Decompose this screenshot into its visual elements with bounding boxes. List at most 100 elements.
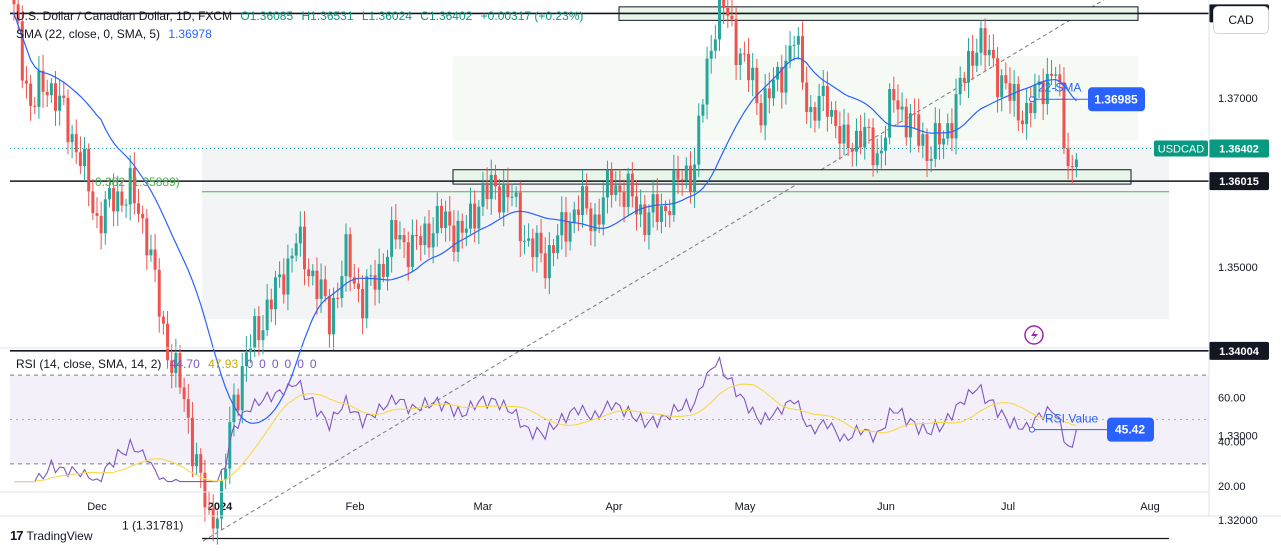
symbol-badge — [1154, 140, 1208, 157]
candle-body — [610, 170, 614, 195]
tradingview-logo[interactable]: 17 TradingView — [10, 528, 93, 543]
candle-body — [506, 183, 510, 198]
candle-body — [809, 107, 813, 113]
candle-body — [647, 212, 651, 236]
candle-body — [996, 58, 1000, 98]
candle-body — [1050, 73, 1053, 76]
candle-body — [195, 454, 199, 467]
candle-body — [896, 100, 900, 110]
sma-callout-dot — [1029, 96, 1035, 103]
support-zone[interactable] — [452, 169, 1132, 185]
candle-body — [1008, 83, 1012, 101]
candle-body — [394, 220, 398, 240]
candle-body — [568, 222, 572, 242]
sma-value: 1.36978 — [168, 27, 212, 41]
candle-body — [87, 148, 91, 192]
rsi-extra-1: 0 — [259, 357, 266, 371]
candle-body — [626, 173, 630, 207]
candle-body — [585, 186, 589, 209]
candle-body — [431, 233, 435, 248]
candle-body — [859, 130, 863, 148]
symbol-legend[interactable]: U.S. Dollar / Canadian Dollar, 1D, FXCM … — [16, 9, 588, 23]
candle-body — [423, 223, 427, 246]
time-tick-label-8: Aug — [1140, 501, 1160, 513]
candle-body — [697, 115, 701, 165]
candle-body — [1054, 74, 1058, 76]
candle-body — [535, 232, 539, 258]
candle-body — [311, 270, 315, 277]
candle-body — [477, 206, 481, 229]
candle-body — [481, 182, 485, 207]
candle-body — [498, 186, 502, 213]
candle-body — [406, 242, 410, 267]
candle-body — [269, 299, 273, 310]
candle-body — [373, 275, 377, 290]
sma-legend[interactable]: SMA (22, close, 0, SMA, 5) 1.36978 — [16, 27, 217, 41]
candle-body — [220, 480, 223, 519]
level-axis-badge-2 — [1209, 341, 1269, 360]
candle-body — [166, 323, 170, 361]
candle-body — [161, 316, 165, 324]
rsi-callout-box[interactable] — [1107, 417, 1154, 442]
candle-body — [572, 209, 576, 223]
time-tick-label-5: May — [735, 501, 756, 513]
candle-body — [178, 352, 182, 388]
time-tick-label-2: Feb — [346, 501, 365, 513]
candle-body — [78, 152, 82, 167]
sma-callout-label: 22-SMA — [1038, 80, 1081, 94]
candle-body — [369, 275, 373, 277]
sma-callout-box[interactable] — [1088, 87, 1145, 112]
candle-body — [1016, 83, 1020, 121]
rsi-legend[interactable]: RSI (14, close, SMA, 14, 2) 44.70 47.93 … — [16, 357, 322, 371]
candle-body — [415, 234, 419, 237]
candle-body — [792, 44, 796, 46]
candle-body — [207, 507, 211, 509]
candle-body — [236, 394, 240, 411]
rsi-tick-label-3: 20.00 — [1218, 481, 1246, 493]
candle-body — [688, 165, 692, 192]
current-price-badge — [1209, 139, 1269, 158]
candle-body — [489, 174, 493, 200]
candle-body — [54, 83, 57, 111]
candle-body — [817, 95, 821, 121]
candle-body — [190, 417, 194, 467]
candle-body — [581, 186, 585, 215]
candle-body — [630, 173, 634, 197]
candle-body — [813, 107, 817, 121]
candle-body — [884, 137, 887, 151]
candle-body — [850, 148, 854, 152]
candle-body — [514, 192, 518, 197]
time-tick-label-7: Jul — [1001, 501, 1015, 513]
candle-body — [991, 49, 995, 59]
candle-body — [680, 179, 684, 181]
candle-body — [1041, 81, 1045, 105]
lightning-icon[interactable] — [1024, 325, 1044, 345]
candle-body — [560, 212, 564, 236]
candle-body — [344, 234, 348, 277]
candle-body — [348, 234, 352, 278]
candle-body — [452, 225, 456, 252]
candle-body — [435, 205, 439, 234]
candle-body — [622, 192, 626, 207]
candle-body — [203, 472, 207, 508]
candle-body — [954, 94, 958, 139]
candle-body — [402, 235, 406, 243]
rsi-extra-0: 0 — [246, 357, 254, 371]
candle-body — [933, 123, 937, 159]
candle-body — [49, 83, 53, 96]
candle-body — [261, 330, 265, 341]
candle-body — [967, 50, 970, 83]
candle-body — [37, 70, 41, 107]
candle-body — [493, 174, 497, 187]
candle-body — [66, 97, 70, 143]
candle-body — [29, 83, 33, 106]
currency-button[interactable]: CAD — [1213, 6, 1269, 34]
candle-body — [448, 211, 452, 226]
candle-body — [469, 203, 472, 229]
rsi-tick-label-2: 40.00 — [1218, 437, 1246, 449]
candle-body — [58, 95, 62, 111]
candle-body — [942, 138, 946, 145]
candle-body — [527, 238, 531, 241]
